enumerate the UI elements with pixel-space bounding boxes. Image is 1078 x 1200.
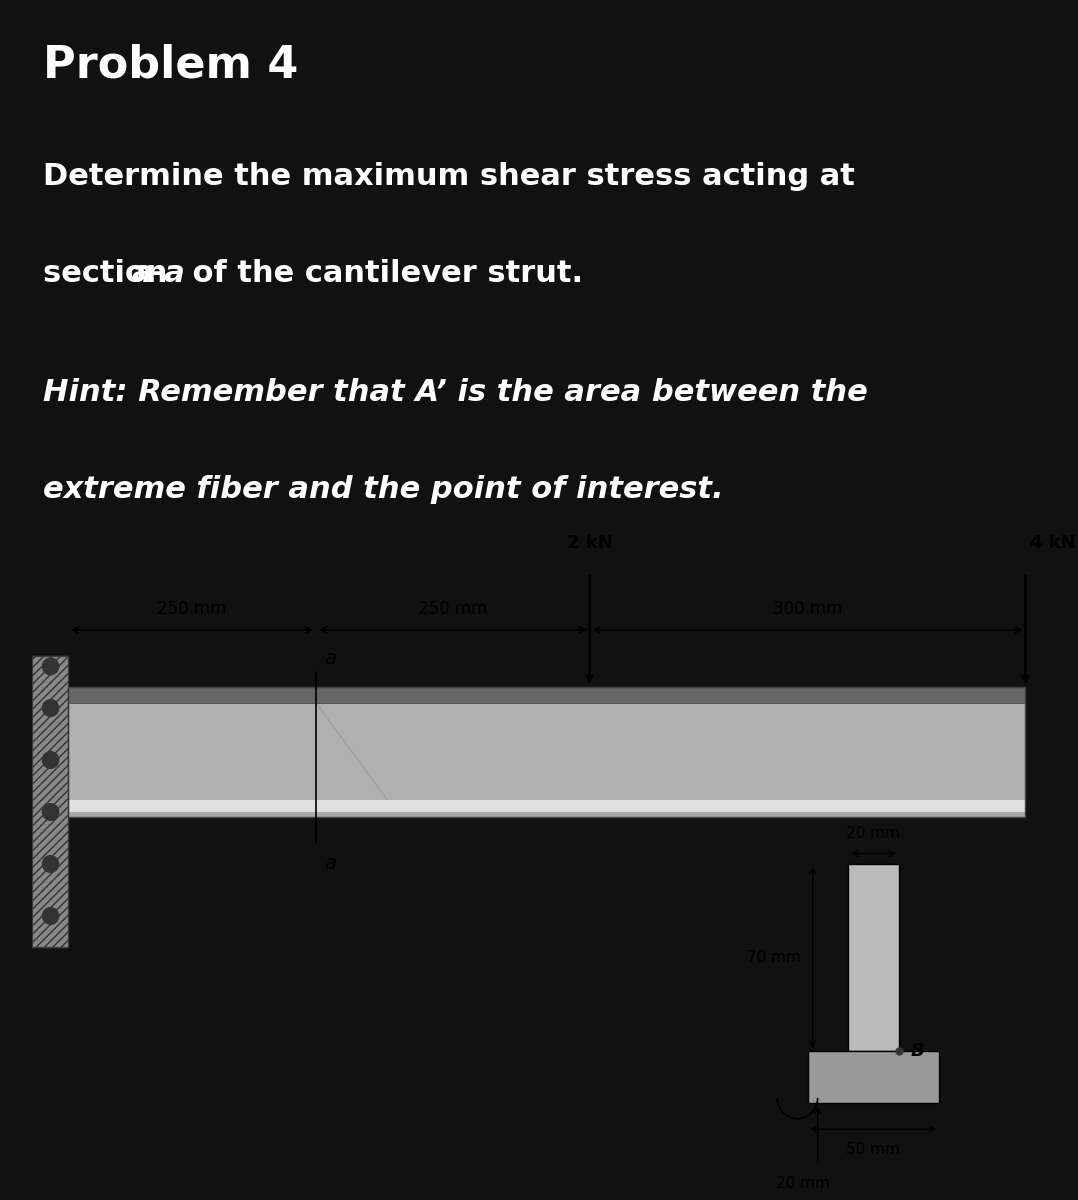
Text: 300 mm: 300 mm: [773, 600, 842, 618]
Text: B: B: [911, 1042, 925, 1061]
Text: 2 kN: 2 kN: [567, 534, 612, 552]
Bar: [32, 656, 68, 947]
Text: 4 kN: 4 kN: [1031, 534, 1076, 552]
Text: 20 mm: 20 mm: [846, 826, 900, 841]
Bar: [848, 864, 899, 1051]
Text: extreme fiber and the point of interest.: extreme fiber and the point of interest.: [43, 475, 723, 504]
Bar: [68, 799, 1025, 812]
Text: 70 mm: 70 mm: [747, 950, 801, 965]
Text: Hint: Remember that A’ is the area between the: Hint: Remember that A’ is the area betwe…: [43, 378, 868, 407]
Text: Determine the maximum shear stress acting at: Determine the maximum shear stress actin…: [43, 162, 855, 191]
Bar: [32, 656, 68, 947]
Text: a: a: [324, 649, 336, 668]
Circle shape: [42, 907, 58, 924]
Bar: [68, 812, 1025, 817]
Circle shape: [42, 804, 58, 821]
Text: 250 mm: 250 mm: [157, 600, 226, 618]
Text: 250 mm: 250 mm: [418, 600, 487, 618]
Bar: [68, 703, 1025, 799]
Bar: [807, 1051, 939, 1103]
Text: 50 mm: 50 mm: [846, 1141, 900, 1157]
Text: section: section: [43, 259, 178, 288]
Text: Problem 4: Problem 4: [43, 43, 299, 86]
Text: 20 mm: 20 mm: [775, 1176, 829, 1190]
Bar: [68, 688, 1025, 703]
Circle shape: [42, 700, 58, 716]
Bar: [68, 688, 1025, 817]
Circle shape: [42, 856, 58, 872]
Circle shape: [42, 751, 58, 768]
Text: a: a: [324, 854, 336, 874]
Circle shape: [42, 658, 58, 674]
Text: a-a: a-a: [132, 259, 185, 288]
Text: of the cantilever strut.: of the cantilever strut.: [182, 259, 583, 288]
